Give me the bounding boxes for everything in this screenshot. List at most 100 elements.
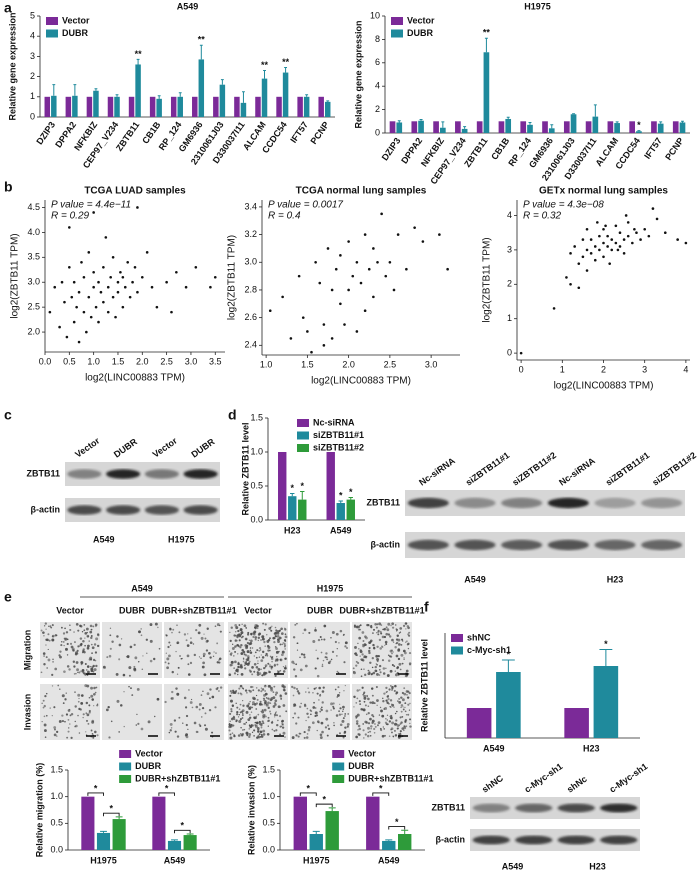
cell: [262, 722, 265, 725]
cell: [312, 706, 316, 709]
comparison-bracket: [174, 829, 191, 834]
cell: [406, 640, 408, 642]
point: [598, 248, 601, 252]
point: [585, 248, 589, 252]
point: [306, 330, 309, 333]
cell: [233, 718, 236, 721]
cell: [53, 728, 56, 731]
bar: [570, 114, 577, 133]
bar: [520, 121, 527, 133]
cell: [274, 631, 278, 635]
cell: [321, 690, 325, 693]
point: [684, 241, 688, 245]
cell: [41, 702, 43, 704]
cell: [69, 629, 71, 631]
cell: [407, 647, 410, 650]
cell: [176, 641, 180, 645]
cell: [198, 623, 202, 627]
cell: [238, 687, 241, 690]
error-bar: [300, 490, 305, 500]
group-label: A549: [93, 534, 115, 544]
cell: [400, 706, 402, 709]
cell: [166, 657, 170, 661]
cell: [120, 704, 123, 707]
bar: [51, 95, 57, 117]
cell: [177, 666, 180, 669]
cell: [130, 687, 132, 690]
cell: [406, 643, 409, 646]
lane-label: siZBTB11#1: [464, 450, 512, 487]
cell: [261, 656, 265, 659]
lane-label: siZBTB11#2: [650, 450, 698, 487]
cell: [391, 703, 395, 707]
cell: [259, 722, 262, 726]
point: [655, 217, 659, 221]
cell: [404, 710, 407, 713]
cell: [325, 709, 329, 713]
point: [184, 285, 188, 289]
cell: [158, 647, 161, 650]
cell: [216, 661, 219, 664]
cell: [267, 684, 271, 688]
cell: [361, 653, 364, 656]
cell: [66, 654, 69, 656]
cell: [229, 694, 232, 697]
cell: [73, 673, 76, 675]
cell: [48, 639, 51, 642]
cell: [198, 656, 201, 658]
cell: [376, 658, 380, 661]
cell: [136, 687, 140, 691]
point: [334, 267, 338, 271]
cell: [407, 713, 410, 716]
cell: [336, 733, 339, 736]
legend-label: Vector: [135, 748, 163, 758]
micrograph: [102, 684, 162, 740]
cell: [284, 633, 287, 636]
point: [589, 252, 593, 255]
x-tick-label: IFT57: [288, 120, 310, 145]
cell: [48, 625, 50, 627]
cell: [363, 691, 366, 694]
point: [128, 295, 132, 299]
cell: [362, 729, 365, 732]
cell: [403, 692, 407, 696]
cell: [172, 628, 175, 631]
group-header: A549: [131, 583, 153, 593]
blot-band: [547, 539, 589, 551]
cell: [367, 649, 371, 653]
point: [75, 305, 78, 309]
bar: [240, 102, 247, 117]
cell: [241, 709, 245, 713]
bar: [636, 131, 642, 133]
cell: [237, 653, 239, 655]
cell: [270, 629, 273, 632]
error-bar: [484, 37, 488, 53]
legend-swatch: [451, 634, 463, 642]
cell: [128, 674, 131, 677]
cell: [327, 727, 331, 731]
cell: [336, 670, 339, 673]
point: [622, 252, 626, 255]
cell: [257, 713, 260, 716]
bar: [440, 127, 446, 133]
cell: [359, 655, 361, 657]
cell: [44, 694, 47, 698]
cell: [216, 642, 219, 645]
cell: [82, 649, 85, 652]
cell: [384, 707, 388, 710]
error-bar: [441, 121, 445, 128]
bar: [276, 96, 282, 117]
point: [77, 290, 81, 294]
point: [643, 227, 646, 231]
cell: [378, 714, 381, 716]
point: [626, 234, 630, 238]
bar: [585, 121, 592, 133]
cell: [164, 700, 167, 704]
cell: [397, 648, 401, 652]
cell: [45, 656, 48, 659]
x-tick-label: H1975: [90, 855, 117, 865]
bar: [483, 52, 490, 133]
cell: [259, 700, 262, 703]
cell: [374, 665, 377, 669]
cell: [80, 642, 83, 646]
